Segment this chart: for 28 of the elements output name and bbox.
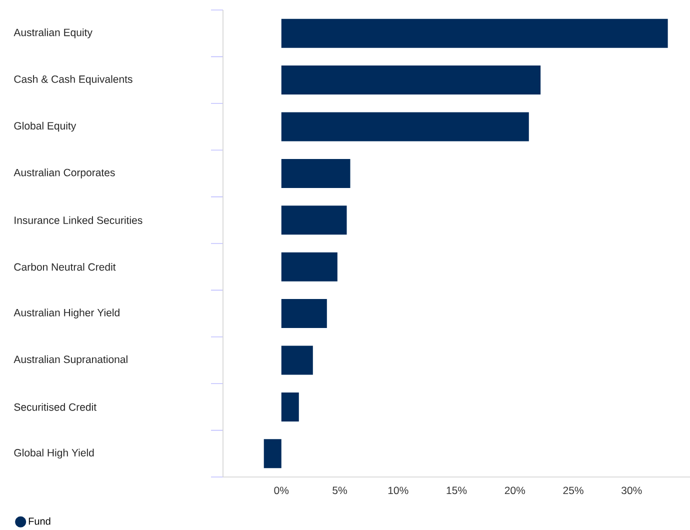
x-tick-label: 0% [274, 486, 289, 494]
bar [281, 112, 529, 142]
y-tick-label: Australian Supranational [14, 355, 128, 366]
bar [281, 346, 313, 375]
y-tick-label: Australian Corporates [14, 168, 115, 178]
y-tick-label: Securitised Credit [14, 403, 96, 411]
bar [281, 252, 338, 282]
x-tick-label: 10% [388, 486, 408, 494]
bar [281, 66, 541, 95]
bar [281, 299, 327, 328]
y-tick-label: Australian Higher Yield [14, 308, 120, 318]
bar [264, 439, 282, 468]
bar [281, 18, 668, 48]
y-tick-label: Insurance Linked Securities [14, 216, 142, 224]
y-tick-label: Global Equity [14, 122, 76, 132]
bar [281, 392, 299, 422]
x-tick-label: 25% [563, 486, 584, 494]
x-tick-label: 15% [446, 486, 467, 494]
x-tick-label: 20% [504, 486, 526, 494]
bar [281, 158, 350, 188]
legend-label: Fund [28, 517, 50, 525]
y-tick-label: Carbon Neutral Credit [14, 263, 116, 271]
x-tick-label: 5% [332, 486, 347, 494]
x-tick-label: 30% [622, 486, 642, 494]
y-tick-label: Australian Equity [14, 28, 92, 38]
y-tick-label: Global High Yield [14, 448, 94, 459]
y-tick-label: Cash & Cash Equivalents [14, 75, 132, 85]
bar [281, 206, 347, 235]
